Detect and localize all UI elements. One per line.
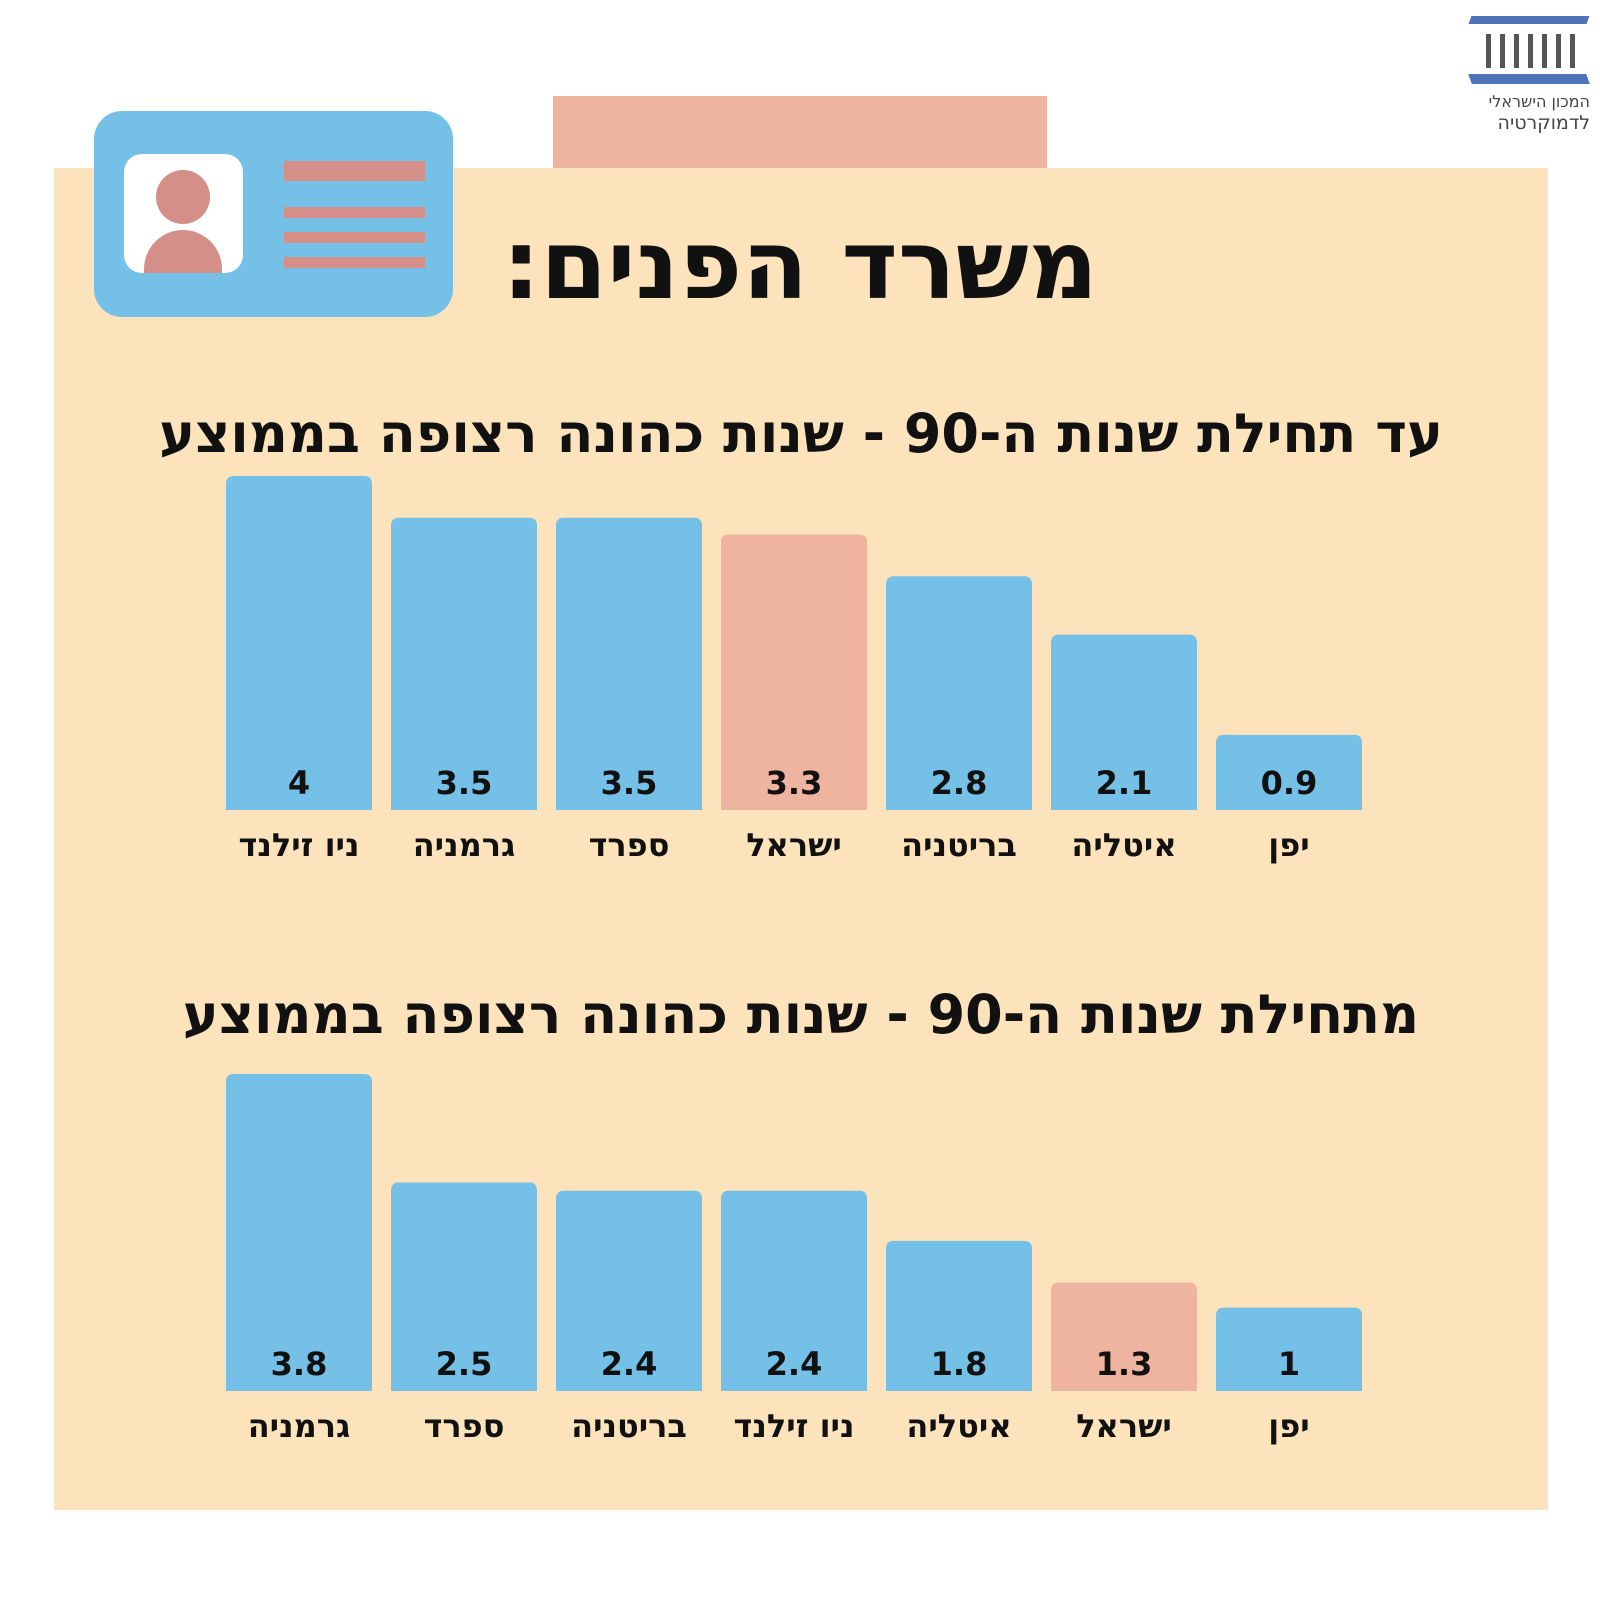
data-label: 1.3 bbox=[1096, 1345, 1153, 1383]
category-label: ניו זילנד bbox=[734, 1407, 855, 1445]
data-label: 2.5 bbox=[436, 1345, 493, 1383]
category-label: ניו זילנד bbox=[239, 826, 360, 864]
bar bbox=[1216, 1307, 1362, 1391]
bar bbox=[1051, 1282, 1197, 1391]
category-label: ספרד bbox=[424, 1407, 505, 1445]
chart-2-title: מתחילת שנות ה-90 - שנות כהונה רצופה בממו… bbox=[182, 983, 1420, 1046]
bar bbox=[886, 1240, 1032, 1391]
bar bbox=[886, 576, 1032, 810]
bar bbox=[391, 1182, 537, 1391]
id-text-line bbox=[284, 161, 425, 181]
logo-text-line2: לדמוקרטיה bbox=[1497, 112, 1590, 134]
data-label: 3.3 bbox=[766, 764, 823, 802]
category-label: יפן bbox=[1268, 1407, 1309, 1445]
category-label: איטליה bbox=[906, 1407, 1011, 1445]
category-label: ישראל bbox=[1076, 1407, 1172, 1445]
bar bbox=[391, 517, 537, 810]
logo-column bbox=[1556, 34, 1561, 68]
data-label: 2.4 bbox=[766, 1345, 823, 1383]
data-label: 1.8 bbox=[931, 1345, 988, 1383]
chart-2: 3.8 גרמניה 2.5 ספרד 2.4 בריטניה 2.4 ניו זילנד 1.… bbox=[226, 1074, 1362, 1445]
data-label: 3.5 bbox=[601, 764, 658, 802]
category-label: גרמניה bbox=[248, 1407, 351, 1445]
id-card-icon bbox=[94, 111, 453, 317]
bar bbox=[556, 1190, 702, 1391]
logo-text-line1: המכון הישראלי bbox=[1488, 92, 1590, 111]
category-label: יפן bbox=[1268, 826, 1309, 864]
category-label: בריטניה bbox=[571, 1407, 687, 1445]
logo-column bbox=[1542, 34, 1547, 68]
category-label: גרמניה bbox=[413, 826, 516, 864]
category-label: בריטניה bbox=[901, 826, 1017, 864]
data-label: 4 bbox=[288, 764, 310, 802]
logo-column bbox=[1528, 34, 1533, 68]
id-text-line bbox=[284, 257, 425, 268]
id-photo-frame bbox=[124, 154, 243, 273]
person-head-icon bbox=[156, 170, 210, 224]
data-label: 1 bbox=[1278, 1345, 1300, 1383]
decorative-tab bbox=[553, 96, 1047, 168]
data-label: 2.8 bbox=[931, 764, 988, 802]
page-title: משרד הפנים: bbox=[501, 209, 1098, 321]
chart-1-title: עד תחילת שנות ה-90 - שנות כהונה רצופה במ… bbox=[159, 402, 1443, 465]
logo-column bbox=[1514, 34, 1519, 68]
category-label: ישראל bbox=[746, 826, 842, 864]
id-text-line bbox=[284, 207, 425, 218]
data-label: 0.9 bbox=[1261, 764, 1318, 802]
bar bbox=[226, 1074, 372, 1391]
institute-logo: המכון הישראלי לדמוקרטיה bbox=[1468, 14, 1590, 144]
bar bbox=[226, 476, 372, 810]
data-label: 2.1 bbox=[1096, 764, 1153, 802]
chart-1: 4 ניו זילנד 3.5 גרמניה 3.5 ספרד 3.3 ישראל 2.8 ברי… bbox=[226, 476, 1362, 864]
bar bbox=[1051, 634, 1197, 810]
bar bbox=[556, 517, 702, 810]
id-text-line bbox=[284, 232, 425, 243]
logo-column bbox=[1570, 34, 1575, 68]
logo-column bbox=[1486, 34, 1491, 68]
category-label: ספרד bbox=[589, 826, 670, 864]
data-label: 3.5 bbox=[436, 764, 493, 802]
logo-column bbox=[1500, 34, 1505, 68]
data-label: 3.8 bbox=[271, 1345, 328, 1383]
category-label: איטליה bbox=[1071, 826, 1176, 864]
bar bbox=[1216, 734, 1362, 810]
data-label: 2.4 bbox=[601, 1345, 658, 1383]
bar bbox=[721, 1190, 867, 1391]
bar bbox=[721, 534, 867, 810]
